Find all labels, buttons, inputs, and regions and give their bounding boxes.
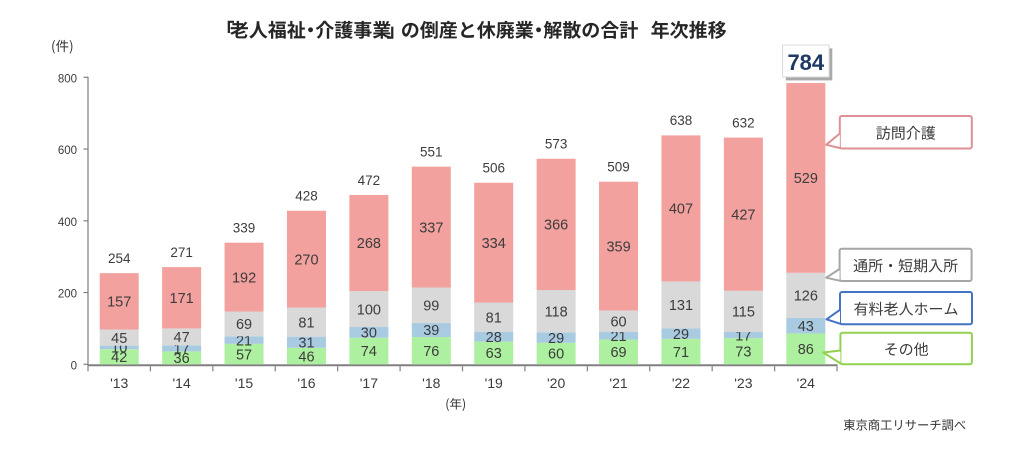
svg-text:29: 29 xyxy=(548,331,564,347)
svg-text:359: 359 xyxy=(606,239,630,255)
svg-text:42: 42 xyxy=(111,350,127,366)
svg-text:71: 71 xyxy=(673,345,689,361)
svg-text:45: 45 xyxy=(111,331,127,347)
svg-text:529: 529 xyxy=(794,171,818,187)
svg-text:407: 407 xyxy=(669,202,693,218)
svg-text:100: 100 xyxy=(357,302,381,318)
svg-text:46: 46 xyxy=(298,349,314,365)
svg-text:21: 21 xyxy=(610,329,626,345)
svg-text:632: 632 xyxy=(732,115,755,130)
svg-text:427: 427 xyxy=(731,207,755,223)
svg-text:'13: '13 xyxy=(110,375,128,391)
svg-text:'20: '20 xyxy=(547,375,565,391)
svg-text:254: 254 xyxy=(108,251,131,266)
svg-text:'24: '24 xyxy=(797,375,815,391)
svg-text:506: 506 xyxy=(482,161,505,176)
svg-text:400: 400 xyxy=(58,217,77,229)
svg-text:131: 131 xyxy=(669,298,693,314)
svg-text:31: 31 xyxy=(298,335,314,351)
svg-text:73: 73 xyxy=(735,344,751,360)
svg-text:171: 171 xyxy=(170,291,194,307)
svg-text:271: 271 xyxy=(170,245,193,260)
svg-text:'22: '22 xyxy=(672,375,690,391)
svg-text:21: 21 xyxy=(236,333,252,349)
svg-text:60: 60 xyxy=(548,347,564,363)
svg-text:17: 17 xyxy=(174,342,190,358)
svg-text:36: 36 xyxy=(174,351,190,367)
svg-text:81: 81 xyxy=(298,315,314,331)
svg-text:47: 47 xyxy=(174,330,190,346)
svg-text:115: 115 xyxy=(732,305,755,321)
svg-text:509: 509 xyxy=(607,160,630,175)
svg-text:268: 268 xyxy=(357,236,381,252)
svg-text:60: 60 xyxy=(610,314,626,330)
svg-text:'19: '19 xyxy=(485,375,503,391)
svg-text:57: 57 xyxy=(236,347,252,363)
svg-text:118: 118 xyxy=(545,304,568,320)
svg-text:784: 784 xyxy=(787,50,824,75)
svg-text:428: 428 xyxy=(295,189,318,204)
svg-text:63: 63 xyxy=(486,346,502,362)
svg-text:'23: '23 xyxy=(734,375,752,391)
svg-text:126: 126 xyxy=(794,289,818,305)
svg-text:69: 69 xyxy=(610,345,626,361)
svg-text:339: 339 xyxy=(233,220,256,235)
svg-text:'14: '14 xyxy=(173,375,191,391)
svg-text:69: 69 xyxy=(236,317,252,333)
svg-text:200: 200 xyxy=(58,289,77,301)
svg-text:74: 74 xyxy=(361,344,377,360)
svg-text:'18: '18 xyxy=(422,375,440,391)
svg-text:600: 600 xyxy=(58,145,77,157)
svg-text:157: 157 xyxy=(107,295,131,311)
svg-text:39: 39 xyxy=(423,323,439,339)
svg-text:'21: '21 xyxy=(609,375,627,391)
svg-text:0: 0 xyxy=(71,360,77,372)
svg-text:29: 29 xyxy=(673,327,689,343)
svg-text:334: 334 xyxy=(482,236,506,252)
svg-text:'16: '16 xyxy=(297,375,315,391)
svg-text:472: 472 xyxy=(358,173,381,188)
svg-text:638: 638 xyxy=(670,113,693,128)
svg-text:'17: '17 xyxy=(360,375,378,391)
svg-text:337: 337 xyxy=(419,220,443,236)
svg-text:551: 551 xyxy=(420,144,443,159)
svg-text:86: 86 xyxy=(798,342,814,358)
svg-text:192: 192 xyxy=(232,270,256,286)
svg-text:17: 17 xyxy=(735,328,751,344)
svg-text:81: 81 xyxy=(486,310,502,326)
svg-text:270: 270 xyxy=(294,252,318,268)
svg-text:'15: '15 xyxy=(235,375,253,391)
svg-text:99: 99 xyxy=(423,298,439,314)
svg-text:43: 43 xyxy=(798,319,814,335)
svg-text:30: 30 xyxy=(361,326,377,342)
svg-text:28: 28 xyxy=(486,330,502,346)
svg-text:573: 573 xyxy=(545,137,568,152)
svg-text:800: 800 xyxy=(58,73,77,85)
svg-text:76: 76 xyxy=(423,344,439,360)
svg-text:366: 366 xyxy=(544,218,568,234)
